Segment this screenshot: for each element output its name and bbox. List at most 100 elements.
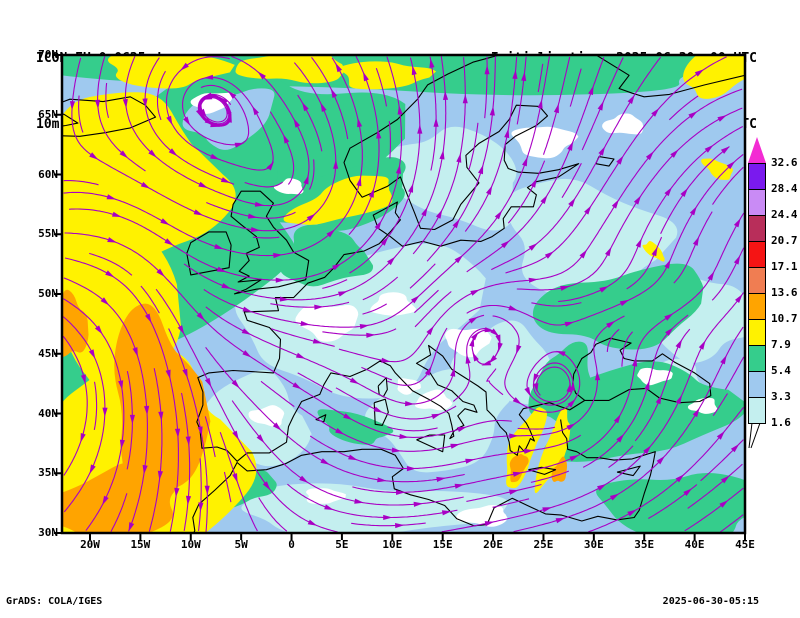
streamline-arrowhead — [680, 188, 688, 197]
lon-label: 25E — [533, 538, 554, 551]
streamline — [569, 68, 582, 107]
streamline-arrowhead — [272, 422, 282, 431]
streamline-arrowhead — [633, 195, 642, 205]
streamline-arrowhead — [688, 111, 698, 119]
streamline — [270, 301, 350, 308]
streamline-arrowhead — [182, 368, 188, 379]
streamline — [668, 95, 699, 121]
streamline-arrowhead — [645, 151, 654, 161]
streamline-arrowhead — [80, 433, 86, 443]
streamline-arrowhead — [226, 105, 232, 115]
streamline-arrowhead — [694, 69, 704, 77]
streamline-arrowhead — [489, 106, 495, 116]
streamline — [608, 445, 634, 469]
streamline — [258, 497, 288, 532]
streamline-arrowhead — [568, 197, 576, 207]
streamline-arrowhead — [651, 108, 660, 117]
shade-region — [306, 488, 346, 504]
legend-value: 20.7 — [771, 234, 798, 247]
lat-label: 30N — [38, 526, 58, 539]
streamline-arrowhead — [560, 285, 570, 291]
streamline-arrowhead — [644, 380, 650, 391]
shade-region — [534, 407, 571, 494]
streamline-arrowhead — [106, 194, 117, 200]
shade-region — [107, 55, 235, 89]
streamline-arrowhead — [486, 185, 493, 195]
streamline-arrowhead — [664, 187, 672, 197]
shade-region — [273, 178, 304, 195]
legend-color-box — [748, 163, 766, 190]
streamline — [297, 372, 333, 393]
streamline-arrowhead — [177, 325, 185, 335]
streamline — [308, 159, 315, 190]
streamline-arrowhead — [128, 522, 135, 532]
streamline — [516, 56, 527, 125]
coastline — [186, 231, 232, 276]
streamline-arrowhead — [89, 152, 99, 160]
streamline-arrowhead — [94, 325, 103, 335]
streamline-arrowhead — [495, 334, 501, 345]
streamline-arrowhead — [429, 58, 435, 68]
legend-value: 1.6 — [771, 416, 791, 429]
streamline-arrowhead — [293, 118, 301, 128]
streamline-arrowhead — [373, 406, 383, 413]
streamline-arrowhead — [203, 74, 214, 80]
streamline — [492, 315, 581, 413]
streamline-arrowhead — [435, 209, 443, 219]
streamline-arrowhead — [452, 219, 460, 229]
streamline-arrowhead — [257, 71, 266, 80]
streamline-arrowhead — [279, 296, 290, 302]
streamline — [606, 328, 620, 352]
streamline — [148, 368, 163, 532]
shade-region — [414, 389, 453, 411]
streamline-arrowhead — [465, 458, 475, 464]
streamline-arrowhead — [567, 399, 576, 408]
streamline-arrowhead — [299, 475, 309, 483]
streamline-arrowhead — [720, 475, 730, 484]
streamline-arrowhead — [333, 159, 339, 169]
streamline-arrowhead — [174, 487, 180, 498]
streamline-arrowhead — [599, 286, 609, 293]
streamline-arrowhead — [368, 188, 375, 198]
streamline-arrowhead — [733, 255, 741, 265]
streamline-arrowhead — [530, 178, 537, 188]
creation-timestamp: 2025-06-30-05:15 — [662, 596, 759, 607]
shade-region — [596, 473, 745, 533]
streamline-arrowhead — [716, 431, 725, 440]
streamline-arrowhead — [216, 266, 227, 273]
lon-label: 20E — [483, 538, 504, 551]
shade-region — [397, 378, 421, 395]
lat-label: 65N — [38, 107, 58, 121]
lat-label: 50N — [38, 287, 58, 300]
streamline-arrowhead — [533, 383, 539, 393]
streamline-arrowhead — [197, 426, 203, 436]
streamline-arrowhead — [166, 115, 173, 126]
streamline — [582, 314, 689, 468]
streamline-arrowhead — [566, 423, 576, 431]
streamline-arrowhead — [436, 476, 446, 482]
streamline-arrowhead — [132, 347, 138, 357]
streamline — [466, 56, 605, 273]
streamline — [362, 303, 387, 315]
streamline-arrowhead — [300, 320, 310, 326]
lat-label: 55N — [38, 227, 58, 241]
streamline — [673, 211, 713, 284]
streamline-arrowhead — [214, 243, 224, 250]
legend-color-box — [748, 397, 766, 424]
streamline-arrowhead — [142, 464, 148, 475]
streamline — [105, 82, 110, 119]
streamline-arrowhead — [523, 448, 534, 454]
streamline — [362, 276, 399, 301]
streamline-arrowhead — [730, 443, 740, 453]
lon-label: 15E — [432, 538, 453, 551]
streamline-arrowhead — [140, 181, 151, 189]
streamline-arrowhead — [129, 414, 135, 425]
streamline-arrowhead — [343, 413, 353, 420]
streamline-arrowhead — [698, 340, 706, 350]
streamline-arrowhead — [254, 201, 265, 207]
streamline-arrowhead — [226, 113, 232, 123]
shade-region — [62, 92, 236, 267]
streamline — [156, 70, 166, 121]
